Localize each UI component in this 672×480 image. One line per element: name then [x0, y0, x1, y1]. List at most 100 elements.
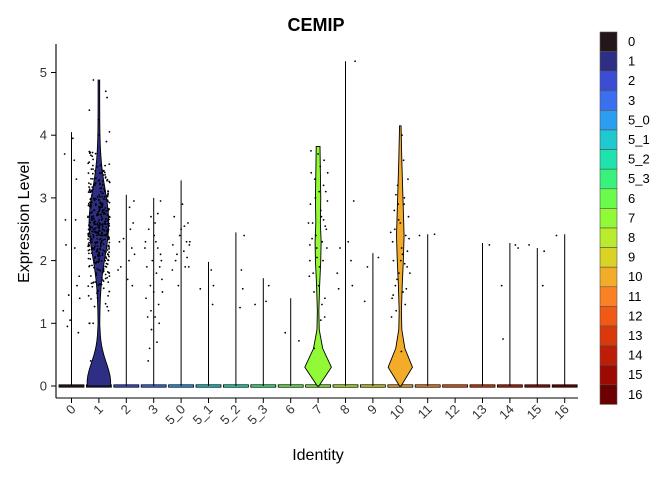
data-point — [488, 244, 491, 246]
data-point — [63, 153, 66, 155]
data-point — [99, 237, 102, 240]
data-point — [90, 219, 93, 221]
data-point — [104, 259, 107, 262]
data-point — [87, 294, 90, 297]
data-point — [65, 244, 67, 246]
data-point — [298, 339, 300, 342]
data-point — [101, 195, 104, 198]
data-point — [89, 154, 92, 157]
data-point — [99, 187, 102, 190]
x-tick-label: 12 — [441, 402, 462, 423]
data-point — [324, 190, 327, 193]
data-point — [92, 168, 94, 170]
data-point — [89, 225, 91, 227]
data-point — [105, 217, 108, 220]
data-point — [94, 256, 97, 258]
data-point — [102, 243, 105, 246]
data-point — [87, 202, 90, 205]
data-point — [406, 265, 409, 268]
data-point — [107, 259, 109, 261]
data-point — [107, 209, 110, 212]
data-point — [94, 231, 97, 234]
data-point — [103, 195, 106, 198]
data-point — [101, 202, 104, 205]
data-point — [326, 200, 329, 202]
data-point — [313, 291, 315, 293]
data-point — [66, 325, 69, 328]
data-point — [96, 195, 99, 198]
data-point — [99, 190, 102, 193]
data-point — [97, 210, 100, 213]
data-point — [339, 247, 341, 249]
legend-label: 5_2 — [628, 152, 650, 167]
data-point — [87, 216, 89, 219]
data-point — [105, 140, 108, 143]
data-point — [171, 244, 174, 246]
legend-label: 5_0 — [628, 112, 650, 127]
data-point — [91, 241, 93, 244]
data-point — [104, 302, 107, 305]
legend-swatch — [599, 188, 618, 209]
data-point — [77, 331, 80, 334]
data-point — [88, 244, 91, 247]
data-point — [97, 255, 100, 258]
data-point — [323, 159, 326, 162]
data-point — [96, 237, 99, 240]
data-point — [102, 270, 105, 273]
data-point — [324, 297, 326, 300]
legend-swatch — [599, 149, 618, 170]
data-point — [89, 190, 92, 193]
data-point — [92, 164, 94, 167]
data-point — [101, 271, 104, 274]
data-point — [103, 171, 106, 174]
data-point — [108, 222, 110, 225]
data-point — [93, 217, 95, 220]
data-point — [363, 300, 366, 303]
data-point — [239, 306, 241, 309]
data-point — [96, 214, 98, 216]
data-point — [101, 252, 104, 255]
data-point — [97, 259, 100, 262]
violin-7 — [304, 146, 332, 388]
data-point — [87, 235, 90, 238]
data-point — [107, 228, 110, 231]
data-point — [105, 210, 108, 212]
data-point — [89, 258, 92, 260]
data-point — [308, 244, 311, 246]
data-point — [92, 281, 95, 284]
data-point — [103, 190, 106, 193]
violin-base — [442, 384, 469, 388]
data-point — [161, 278, 163, 281]
data-point — [317, 284, 320, 287]
data-point — [394, 284, 397, 287]
data-point — [325, 228, 328, 231]
data-point — [108, 246, 111, 248]
data-point — [107, 218, 110, 221]
data-point — [98, 257, 101, 260]
data-point — [309, 203, 312, 206]
legend-swatch — [599, 266, 618, 288]
data-point — [129, 228, 132, 231]
legend-label: 13 — [628, 328, 642, 343]
data-point — [107, 230, 110, 233]
data-point — [90, 177, 92, 180]
data-point — [351, 284, 354, 287]
data-point — [407, 215, 410, 218]
data-point — [324, 225, 327, 228]
data-point — [90, 282, 93, 285]
data-point — [90, 298, 92, 300]
data-point — [100, 204, 103, 207]
data-point — [101, 225, 104, 228]
data-point — [377, 256, 380, 259]
data-point — [91, 264, 93, 267]
data-point — [107, 193, 109, 196]
y-tick-label: 4 — [40, 128, 47, 143]
data-point — [284, 331, 287, 334]
data-point — [102, 280, 105, 283]
violin-11 — [414, 233, 441, 388]
data-point — [543, 250, 546, 253]
legend-label: 16 — [628, 387, 642, 402]
data-point — [91, 186, 94, 189]
data-point — [350, 259, 352, 262]
